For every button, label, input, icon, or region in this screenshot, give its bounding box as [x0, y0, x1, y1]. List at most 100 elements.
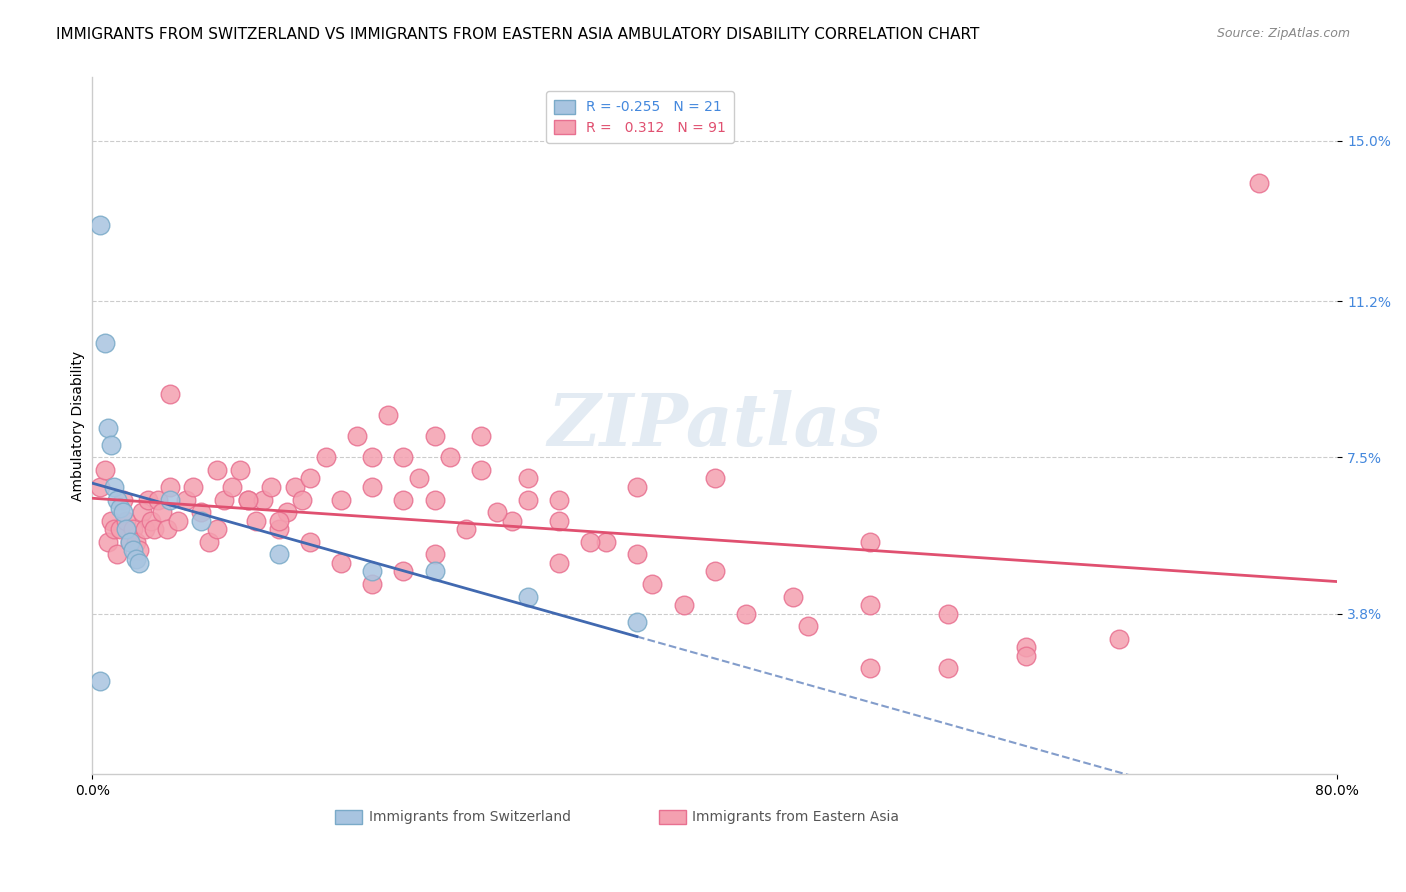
Point	[205, 522, 228, 536]
Point	[205, 463, 228, 477]
Point	[1015, 648, 1038, 663]
Point	[236, 492, 259, 507]
Point	[105, 548, 128, 562]
Point	[214, 492, 236, 507]
Point	[267, 522, 290, 536]
Point	[159, 387, 181, 401]
Point	[156, 522, 179, 536]
Point	[118, 534, 141, 549]
Point	[89, 673, 111, 688]
Text: ZIPatlas: ZIPatlas	[548, 390, 882, 461]
Point	[103, 480, 125, 494]
Bar	[335, 810, 363, 824]
Point	[454, 522, 477, 536]
Point	[276, 505, 298, 519]
Point	[315, 450, 337, 465]
Point	[470, 429, 492, 443]
Point	[115, 514, 138, 528]
Point	[150, 505, 173, 519]
Point	[131, 505, 153, 519]
Point	[517, 492, 540, 507]
Point	[439, 450, 461, 465]
Point	[423, 548, 446, 562]
Point	[361, 450, 384, 465]
Point	[267, 548, 290, 562]
Point	[703, 471, 725, 485]
Bar	[658, 810, 686, 824]
Point	[641, 577, 664, 591]
Point	[392, 492, 415, 507]
Point	[672, 598, 695, 612]
Point	[283, 480, 305, 494]
Point	[859, 598, 882, 612]
Point	[252, 492, 274, 507]
Point	[859, 661, 882, 675]
Point	[134, 522, 156, 536]
Point	[121, 543, 143, 558]
Point	[703, 564, 725, 578]
Point	[128, 556, 150, 570]
Point	[118, 534, 141, 549]
Point	[183, 480, 205, 494]
Point	[626, 548, 648, 562]
Point	[128, 543, 150, 558]
Point	[423, 492, 446, 507]
Point	[108, 522, 131, 536]
Point	[221, 480, 243, 494]
Point	[1015, 640, 1038, 655]
Text: IMMIGRANTS FROM SWITZERLAND VS IMMIGRANTS FROM EASTERN ASIA AMBULATORY DISABILIT: IMMIGRANTS FROM SWITZERLAND VS IMMIGRANT…	[56, 27, 980, 42]
Point	[112, 505, 135, 519]
Point	[146, 492, 169, 507]
Point	[517, 590, 540, 604]
Point	[190, 514, 212, 528]
Point	[125, 551, 148, 566]
Y-axis label: Ambulatory Disability: Ambulatory Disability	[72, 351, 86, 500]
Point	[299, 534, 322, 549]
Point	[936, 661, 959, 675]
Point	[361, 564, 384, 578]
Point	[1108, 632, 1130, 646]
Point	[470, 463, 492, 477]
Point	[859, 534, 882, 549]
Point	[423, 429, 446, 443]
Point	[797, 619, 820, 633]
Point	[108, 500, 131, 515]
Point	[782, 590, 804, 604]
Point	[245, 514, 267, 528]
Point	[229, 463, 252, 477]
Point	[100, 514, 122, 528]
Point	[103, 522, 125, 536]
Point	[361, 577, 384, 591]
Legend: R = -0.255   N = 21, R =   0.312   N = 91: R = -0.255 N = 21, R = 0.312 N = 91	[546, 91, 734, 144]
Point	[105, 492, 128, 507]
Point	[125, 534, 148, 549]
Point	[136, 492, 159, 507]
Point	[548, 492, 571, 507]
Point	[115, 522, 138, 536]
Point	[330, 556, 353, 570]
Point	[93, 463, 115, 477]
Point	[267, 514, 290, 528]
Point	[100, 438, 122, 452]
Point	[626, 480, 648, 494]
Point	[93, 336, 115, 351]
Point	[548, 514, 571, 528]
Point	[143, 522, 166, 536]
Point	[595, 534, 617, 549]
Text: Immigrants from Switzerland: Immigrants from Switzerland	[368, 810, 571, 824]
Point	[626, 615, 648, 629]
Text: Source: ZipAtlas.com: Source: ZipAtlas.com	[1216, 27, 1350, 40]
Point	[485, 505, 508, 519]
Point	[190, 505, 212, 519]
Point	[408, 471, 430, 485]
Point	[121, 522, 143, 536]
Point	[112, 492, 135, 507]
Point	[174, 492, 197, 507]
Point	[299, 471, 322, 485]
Point	[291, 492, 314, 507]
Point	[159, 492, 181, 507]
Point	[517, 471, 540, 485]
Point	[236, 492, 259, 507]
Text: Immigrants from Eastern Asia: Immigrants from Eastern Asia	[692, 810, 900, 824]
Point	[330, 492, 353, 507]
